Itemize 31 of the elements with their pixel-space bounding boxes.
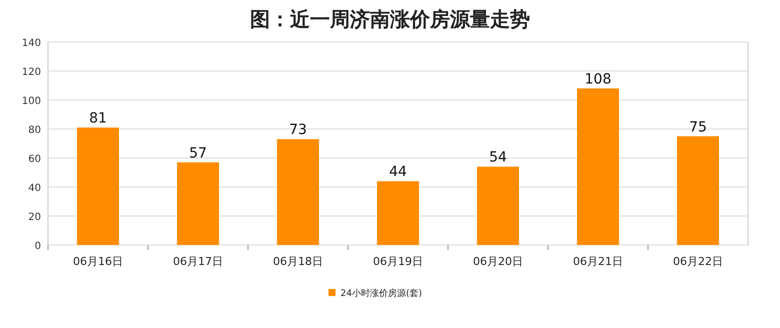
y-tick-label: 120: [22, 67, 41, 78]
bar: [477, 166, 519, 245]
x-tick-label: 06月22日: [673, 255, 723, 268]
x-tick-label: 06月16日: [73, 255, 123, 268]
bar: [377, 181, 419, 245]
chart-title: 图：近一周济南涨价房源量走势: [250, 7, 530, 31]
x-tick-label: 06月18日: [273, 255, 323, 268]
bar: [677, 136, 719, 245]
data-label: 57: [189, 145, 207, 162]
x-tick-label: 06月21日: [573, 255, 623, 268]
x-tick-label: 06月20日: [473, 255, 523, 268]
y-tick-label: 80: [28, 125, 41, 136]
data-label: 75: [689, 119, 707, 136]
x-tick-label: 06月17日: [173, 255, 223, 268]
bar: [77, 128, 119, 245]
x-tick-label: 06月19日: [373, 255, 423, 268]
y-tick-label: 100: [22, 96, 41, 107]
data-label: 44: [389, 164, 407, 180]
bar: [277, 139, 319, 245]
bar: [177, 162, 219, 245]
data-label: 81: [89, 110, 107, 127]
y-tick-label: 140: [22, 38, 41, 49]
y-tick-label: 0: [34, 241, 41, 252]
bar: [577, 88, 619, 245]
data-label: 54: [489, 150, 507, 166]
data-label: 73: [289, 122, 307, 138]
y-tick-label: 20: [28, 212, 41, 223]
data-label: 108: [584, 71, 612, 88]
y-tick-label: 40: [28, 183, 41, 194]
legend-label: 24小时涨价房源(套): [340, 288, 422, 299]
y-tick-label: 60: [28, 154, 41, 165]
